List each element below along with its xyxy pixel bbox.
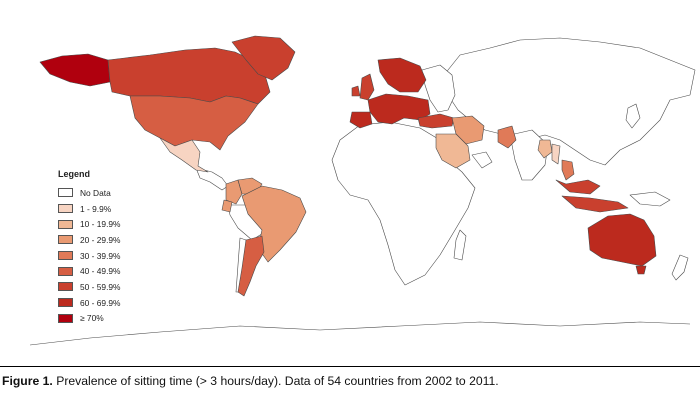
- legend-item: 20 - 29.9%: [58, 232, 121, 248]
- country-ecuador: [221, 199, 233, 213]
- eastern-europe-landmass: [421, 64, 456, 113]
- legend-label: No Data: [80, 187, 111, 198]
- legend-label: 50 - 59.9%: [80, 281, 121, 292]
- figure-caption: Figure 1. Prevalence of sitting time (> …: [2, 374, 499, 388]
- legend-label: 1 - 9.9%: [80, 203, 112, 214]
- legend-item: 30 - 39.9%: [58, 248, 121, 264]
- legend-swatch: [58, 298, 73, 308]
- papua-landmass: [629, 191, 671, 207]
- country-usa: [129, 95, 259, 151]
- legend-rows: No Data 1 - 9.9% 10 - 19.9% 20 - 29.9% 30 - …: [58, 185, 121, 326]
- legend-item: No Data: [58, 185, 121, 201]
- india-landmass: [509, 129, 549, 181]
- country-tasmania: [635, 265, 647, 275]
- legend-label: 10 - 19.9%: [80, 219, 121, 230]
- country-scandinavia: [377, 57, 427, 93]
- legend-label: 20 - 29.9%: [80, 234, 121, 245]
- legend-label: 30 - 39.9%: [80, 250, 121, 261]
- japan-landmass: [625, 103, 641, 129]
- map-legend: Legend No Data 1 - 9.9% 10 - 19.9% 20 - 29.…: [58, 168, 121, 326]
- legend-label: 40 - 49.9%: [80, 266, 121, 277]
- legend-swatch: [58, 313, 73, 323]
- legend-swatch: [58, 219, 73, 229]
- country-bangladesh: [537, 139, 553, 159]
- legend-item: 60 - 69.9%: [58, 295, 121, 311]
- legend-label: ≥ 70%: [80, 313, 104, 324]
- madagascar-landmass: [453, 229, 467, 261]
- legend-swatch: [58, 204, 73, 214]
- russia-asia-landmass: [439, 37, 696, 166]
- country-saudi-arabia: [435, 133, 471, 169]
- country-turkey: [417, 113, 455, 129]
- legend-swatch: [58, 266, 73, 276]
- country-brazil: [241, 185, 307, 263]
- caption-rule: [0, 366, 700, 367]
- legend-swatch: [58, 188, 73, 198]
- caption-label: Figure 1.: [2, 374, 53, 388]
- arabia-gulf-landmass: [471, 151, 493, 169]
- legend-item: ≥ 70%: [58, 311, 121, 327]
- legend-swatch: [58, 282, 73, 292]
- country-pakistan: [497, 125, 517, 149]
- legend-label: 60 - 69.9%: [80, 297, 121, 308]
- country-united-kingdom: [359, 73, 375, 101]
- central-america-landmass: [195, 167, 229, 191]
- world-map: [29, 35, 696, 346]
- country-vietnam: [561, 159, 575, 181]
- country-argentina: [237, 235, 265, 297]
- legend-title: Legend: [58, 169, 91, 179]
- country-iberia: [349, 111, 373, 129]
- country-malaysia: [555, 179, 601, 195]
- country-alaska: [39, 53, 111, 87]
- new-zealand-landmass: [671, 254, 689, 281]
- antarctica-outline: [29, 321, 691, 346]
- country-greenland: [231, 35, 296, 81]
- africa-landmass: [331, 121, 476, 286]
- country-australia: [587, 213, 657, 267]
- country-mexico: [159, 137, 209, 173]
- country-myanmar: [551, 143, 561, 165]
- legend-swatch: [58, 251, 73, 261]
- legend-swatch: [58, 235, 73, 245]
- legend-item: 50 - 59.9%: [58, 279, 121, 295]
- legend-item: 40 - 49.9%: [58, 263, 121, 279]
- country-colombia: [225, 179, 243, 205]
- country-indonesia: [561, 195, 629, 213]
- country-ireland: [351, 85, 361, 97]
- legend-item: 1 - 9.9%: [58, 201, 121, 217]
- legend-item: 10 - 19.9%: [58, 216, 121, 232]
- caption-text: Prevalence of sitting time (> 3 hours/da…: [56, 374, 499, 388]
